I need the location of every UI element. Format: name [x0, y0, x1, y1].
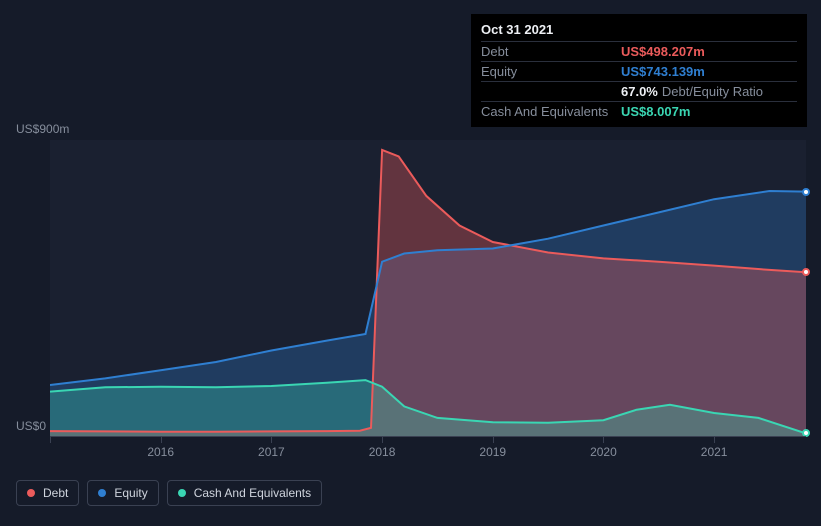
legend-item-equity[interactable]: Equity — [87, 480, 158, 506]
x-axis: 2016 2017 2018 2019 2020 2021 — [50, 436, 806, 466]
y-axis-max-label: US$900m — [16, 122, 69, 136]
tooltip-row: Cash And EquivalentsUS$8.007m — [481, 101, 797, 121]
legend-dot — [27, 489, 35, 497]
legend-label: Cash And Equivalents — [194, 486, 311, 500]
y-axis-zero-label: US$0 — [16, 419, 46, 433]
tooltip-row: EquityUS$743.139m — [481, 61, 797, 81]
tooltip-row-label: Cash And Equivalents — [481, 104, 621, 119]
plot-area[interactable] — [50, 140, 806, 436]
tooltip-row-label: Equity — [481, 64, 621, 79]
tooltip-date: Oct 31 2021 — [481, 20, 797, 41]
legend-dot — [98, 489, 106, 497]
legend-label: Debt — [43, 486, 68, 500]
x-tick-mark — [714, 437, 715, 443]
end-marker-equity — [802, 188, 810, 196]
x-tick-label: 2018 — [369, 445, 396, 459]
x-tick-mark — [382, 437, 383, 443]
chart-tooltip: Oct 31 2021 DebtUS$498.207mEquityUS$743.… — [471, 14, 807, 127]
end-marker-debt — [802, 268, 810, 276]
tooltip-row-value: US$743.139m — [621, 64, 705, 79]
tooltip-row: DebtUS$498.207m — [481, 41, 797, 61]
x-tick-mark — [493, 437, 494, 443]
x-tick-mark — [50, 437, 51, 443]
tooltip-row-suffix: Debt/Equity Ratio — [662, 84, 763, 99]
x-tick-mark — [603, 437, 604, 443]
tooltip-row-value: 67.0% — [621, 84, 658, 99]
legend-item-cash-and-equivalents[interactable]: Cash And Equivalents — [167, 480, 322, 506]
x-tick-mark — [161, 437, 162, 443]
legend-dot — [178, 489, 186, 497]
x-tick-label: 2020 — [590, 445, 617, 459]
x-tick-label: 2019 — [479, 445, 506, 459]
x-tick-mark — [271, 437, 272, 443]
x-tick-label: 2017 — [258, 445, 285, 459]
tooltip-row-value: US$8.007m — [621, 104, 690, 119]
x-tick-label: 2021 — [701, 445, 728, 459]
legend-item-debt[interactable]: Debt — [16, 480, 79, 506]
legend-label: Equity — [114, 486, 147, 500]
chart-legend: Debt Equity Cash And Equivalents — [16, 480, 322, 506]
x-tick-label: 2016 — [147, 445, 174, 459]
tooltip-row-value: US$498.207m — [621, 44, 705, 59]
chart-svg — [50, 140, 806, 436]
tooltip-row: 67.0% Debt/Equity Ratio — [481, 81, 797, 101]
tooltip-row-label: Debt — [481, 44, 621, 59]
